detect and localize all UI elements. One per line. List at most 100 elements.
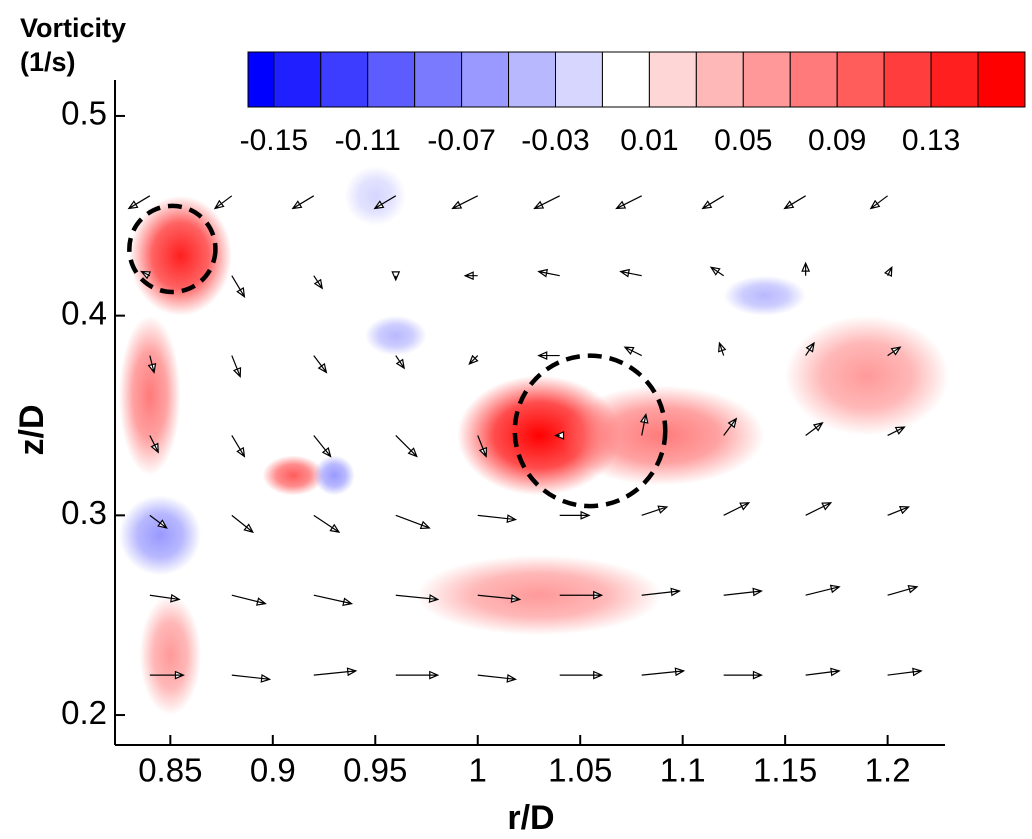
vorticity-patch (365, 315, 427, 356)
y-tick-label: 0.4 (61, 294, 107, 331)
colorbar-box (461, 51, 510, 108)
velocity-vector (149, 593, 181, 603)
vorticity-patch (119, 315, 181, 476)
colorbar-tick-label: -0.15 (240, 124, 308, 157)
vector-field (127, 195, 923, 683)
velocity-vector (805, 341, 815, 356)
velocity-vector (395, 435, 418, 458)
velocity-vector (451, 195, 479, 210)
colorbar-box (789, 51, 838, 108)
colorbar-box (883, 51, 932, 108)
velocity-vector (805, 502, 833, 516)
velocity-vector (554, 431, 565, 440)
velocity-vector (887, 426, 906, 437)
vorticity-patch (785, 315, 950, 436)
velocity-vector (395, 594, 440, 603)
colorbar-box (273, 51, 322, 108)
velocity-vector (231, 673, 272, 683)
velocity-vector (291, 195, 315, 210)
velocity-vector (537, 351, 560, 361)
x-tick-label: 1.2 (865, 752, 911, 789)
velocity-vector (805, 584, 841, 596)
velocity-vector (213, 195, 233, 210)
vorticity-patch (262, 455, 325, 496)
vorticity-patch (559, 385, 765, 486)
colorbar-box (554, 51, 603, 108)
velocity-vector (149, 514, 168, 529)
velocity-vector (887, 584, 919, 596)
velocity-vector (313, 435, 332, 458)
x-axis-label: r/D (507, 799, 554, 837)
y-tick-label: 0.3 (61, 494, 107, 531)
velocity-vector (559, 510, 591, 520)
colorbar-box (695, 51, 744, 108)
velocity-vector (313, 275, 324, 290)
velocity-vector (149, 435, 159, 454)
velocity-vector (533, 195, 560, 210)
x-tick-label: 1 (469, 752, 487, 789)
velocity-vector (723, 417, 738, 436)
velocity-vector (559, 670, 604, 680)
velocity-vector (313, 355, 328, 374)
velocity-vector (313, 514, 341, 533)
colorbar-box (414, 51, 463, 108)
velocity-vector (140, 270, 152, 280)
velocity-vector (313, 594, 354, 607)
velocity-vector (641, 587, 681, 597)
y-tick-label: 0.5 (61, 95, 107, 132)
vorticity-patch (313, 455, 355, 496)
colorbar-box (930, 51, 979, 108)
colorbar-box (648, 51, 697, 108)
vortex-circle (512, 353, 668, 509)
colorbar-tick-label: -0.03 (521, 124, 589, 157)
colorbar-tick-label: 0.05 (714, 124, 772, 157)
velocity-vector (623, 346, 642, 357)
vorticity-patch (344, 165, 407, 226)
colorbar-box (367, 51, 416, 108)
colorbar-title: Vorticity (20, 13, 126, 43)
y-tick-label: 0.2 (61, 694, 107, 731)
vortex-markers (127, 203, 668, 509)
vorticity-field (119, 165, 950, 716)
velocity-vector (723, 587, 763, 597)
vorticity-patch (139, 595, 202, 716)
velocity-vector (709, 266, 724, 277)
velocity-vector (801, 261, 811, 276)
velocity-vector (313, 667, 358, 677)
velocity-vector (395, 514, 431, 530)
vorticity-patch (416, 555, 663, 636)
colorbar-box (836, 51, 885, 108)
velocity-vector (231, 355, 242, 378)
velocity-vector (887, 346, 902, 357)
velocity-vector (231, 435, 246, 458)
x-tick-label: 0.85 (138, 752, 202, 789)
velocity-vector (805, 421, 824, 436)
velocity-vector (783, 195, 806, 210)
velocity-vector (395, 670, 440, 680)
colorbar-box (508, 51, 556, 108)
velocity-vector (641, 667, 686, 677)
vorticity-patch (457, 375, 622, 496)
x-tick-label: 1.05 (548, 752, 612, 789)
colorbar-tick-label: 0.09 (808, 124, 866, 157)
velocity-vector (559, 590, 604, 600)
velocity-vector (805, 667, 841, 677)
velocity-vector (887, 506, 911, 516)
velocity-vector (231, 514, 254, 534)
velocity-vector (869, 195, 888, 210)
velocity-vector (723, 670, 763, 680)
x-tick-label: 1.1 (660, 752, 706, 789)
colorbar-box (320, 51, 369, 108)
vorticity-patch (119, 495, 202, 576)
velocity-vector (477, 514, 518, 523)
velocity-vector (641, 505, 669, 516)
velocity-vector (463, 271, 478, 281)
velocity-vector (147, 355, 157, 374)
velocity-vector (887, 667, 923, 677)
vorticity-patch (723, 275, 806, 316)
velocity-vector (373, 195, 397, 210)
velocity-vector (717, 341, 727, 356)
colorbar-box (601, 51, 650, 108)
colorbar-tick-label: -0.11 (335, 124, 401, 157)
